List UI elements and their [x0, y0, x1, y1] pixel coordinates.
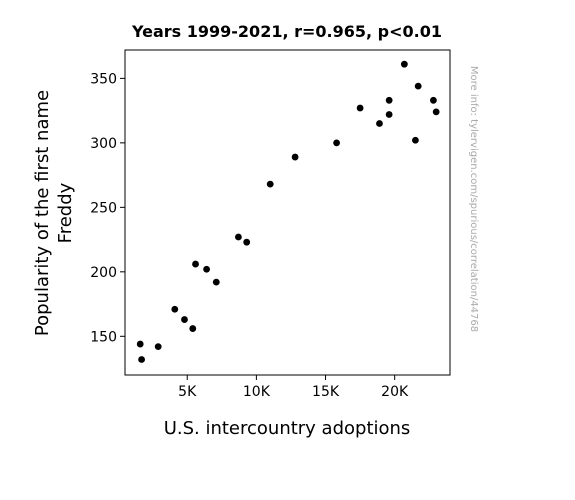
- x-tick-label: 20K: [381, 384, 409, 400]
- data-point: [181, 316, 188, 323]
- y-tick-label: 150: [90, 329, 117, 345]
- y-tick-label: 250: [90, 200, 117, 216]
- x-tick-label: 10K: [243, 384, 271, 400]
- y-axis-label-line-1: Popularity of the first name: [32, 90, 53, 336]
- data-point: [385, 96, 393, 104]
- y-tick-label: 200: [90, 265, 117, 281]
- y-axis-label-line-2: Freddy: [55, 182, 76, 243]
- data-point: [154, 343, 162, 351]
- data-point: [432, 108, 440, 116]
- data-point: [138, 356, 145, 363]
- x-axis-label: U.S. intercountry adoptions: [164, 418, 411, 439]
- y-tick-label: 300: [90, 136, 117, 152]
- data-point: [356, 104, 364, 112]
- data-point: [192, 260, 199, 268]
- data-point: [400, 60, 408, 68]
- data-point: [136, 340, 144, 348]
- watermark-text: More info: tylervigen.com/spurious/corre…: [468, 66, 479, 332]
- data-point: [266, 180, 274, 188]
- data-points: [136, 60, 440, 363]
- data-point: [414, 82, 422, 90]
- data-point: [376, 120, 383, 127]
- y-axis-ticks: 150 200 250 300 350: [90, 71, 125, 345]
- x-tick-label: 15K: [312, 384, 340, 400]
- chart-title: Years 1999-2021, r=0.965, p<0.01: [131, 22, 442, 41]
- data-point: [243, 238, 251, 246]
- data-point: [430, 96, 437, 104]
- x-axis-ticks: 5K 10K 15K 20K: [178, 375, 409, 400]
- data-point: [385, 111, 393, 118]
- data-point: [333, 139, 340, 147]
- plot-area: [124, 49, 451, 376]
- data-point: [189, 325, 197, 332]
- x-tick-label: 5K: [178, 384, 197, 400]
- y-tick-label: 350: [90, 71, 117, 87]
- data-point: [412, 136, 419, 144]
- data-point: [203, 265, 210, 273]
- plot-frame: [124, 49, 451, 376]
- data-point: [291, 153, 299, 161]
- data-point: [171, 305, 179, 313]
- data-point: [235, 233, 242, 241]
- data-point: [212, 278, 220, 286]
